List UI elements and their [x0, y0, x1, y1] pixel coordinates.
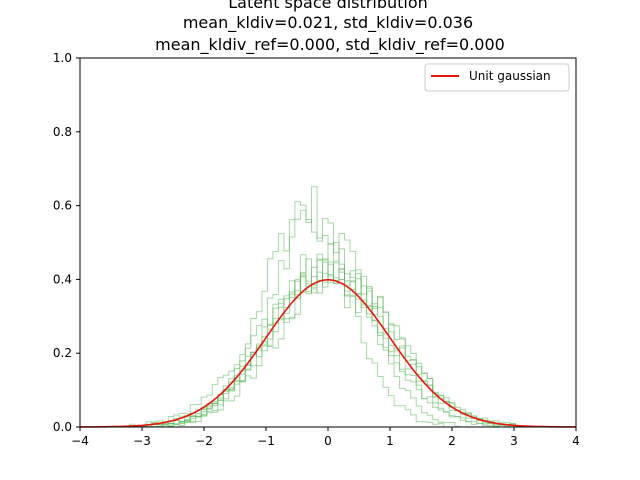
- x-tick-label: −2: [195, 434, 213, 448]
- x-tick-label: 2: [448, 434, 456, 448]
- legend: Unit gaussian: [424, 63, 570, 92]
- y-tick-label: 0.6: [53, 199, 72, 213]
- histogram-series-group: [80, 186, 576, 428]
- histogram-series-3: [80, 209, 576, 428]
- y-tick-label: 0.2: [53, 346, 72, 360]
- y-axis: 0.0 0.2 0.4 0.6 0.8 1.0: [53, 51, 80, 434]
- x-tick-label: −3: [133, 434, 151, 448]
- reference-curve-group: [79, 279, 577, 428]
- x-axis: −4 −3 −2 −1 0 1 2 3 4: [71, 427, 580, 448]
- chart-title: Latent space distribution mean_kldiv=0.0…: [155, 0, 505, 55]
- y-tick-label: 0.0: [53, 420, 72, 434]
- x-tick-label: −1: [257, 434, 275, 448]
- y-tick-label: 0.8: [53, 125, 72, 139]
- title-line-2: mean_kldiv=0.021, std_kldiv=0.036: [183, 13, 473, 33]
- x-tick-label: 4: [572, 434, 580, 448]
- unit-gaussian-curve: [79, 279, 577, 428]
- histogram-series-8: [80, 258, 576, 428]
- histogram-series-2: [80, 261, 576, 428]
- histogram-series-7: [80, 253, 576, 428]
- x-tick-label: −4: [71, 434, 89, 448]
- title-line-3: mean_kldiv_ref=0.000, std_kldiv_ref=0.00…: [155, 35, 505, 55]
- histogram-series-6: [80, 267, 576, 428]
- x-tick-label: 0: [324, 434, 332, 448]
- x-tick-label: 1: [386, 434, 394, 448]
- title-line-1: Latent space distribution: [228, 0, 428, 12]
- legend-box: [424, 63, 570, 92]
- x-tick-label: 3: [510, 434, 518, 448]
- legend-label-unit-gaussian: Unit gaussian: [469, 69, 551, 83]
- y-tick-label: 0.4: [53, 272, 72, 286]
- y-tick-label: 1.0: [53, 51, 72, 65]
- histogram-series-1: [80, 186, 576, 428]
